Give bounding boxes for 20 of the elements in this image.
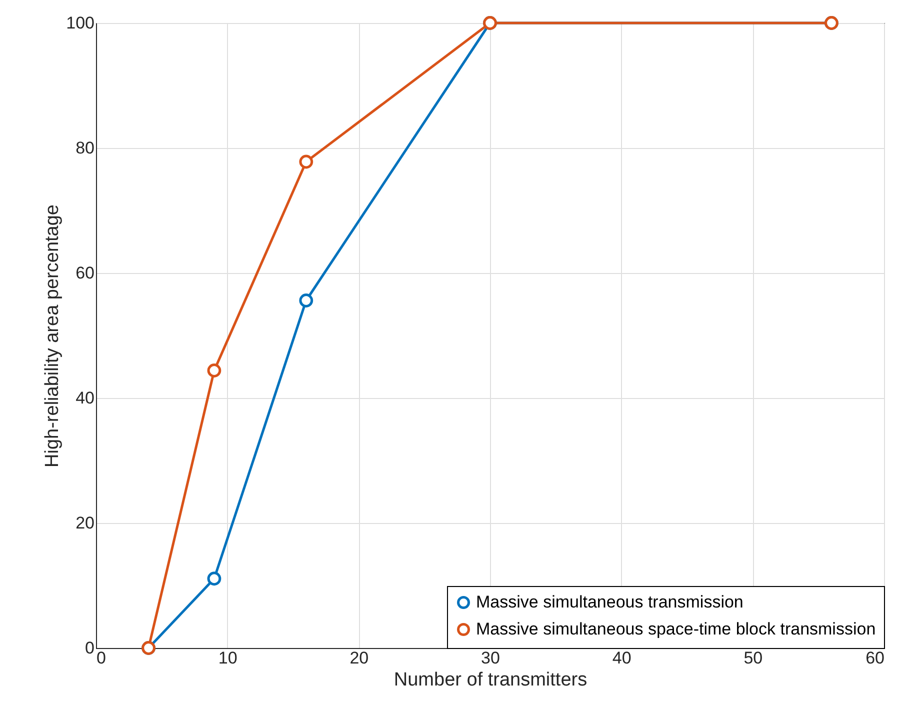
- y-tick-label: 80: [76, 138, 94, 158]
- y-axis-title: High-reliability area percentage: [42, 204, 64, 468]
- point: [207, 364, 222, 378]
- x-tick-label: 10: [218, 648, 238, 668]
- x-tick-label: 50: [744, 648, 763, 668]
- x-tick-label: 20: [350, 648, 369, 668]
- x-axis-title: Number of transmitters: [394, 670, 588, 690]
- y-tick-label: 60: [76, 264, 94, 282]
- legend-label: Massive simultaneous space-time block transmission: [476, 620, 876, 638]
- x-tick-label: 0: [96, 648, 106, 668]
- legend-label: Massive simultaneous transmission: [476, 592, 744, 612]
- y-tick-label: 20: [76, 514, 94, 532]
- x-tick-label: 60: [866, 648, 884, 668]
- y-tick-label: 40: [76, 388, 94, 408]
- point: [299, 154, 314, 169]
- x-tick-label: 30: [481, 648, 500, 668]
- point: [207, 572, 222, 586]
- y-tick-label: 100: [66, 14, 94, 32]
- x-tick-label: 40: [612, 648, 632, 668]
- point: [299, 294, 314, 308]
